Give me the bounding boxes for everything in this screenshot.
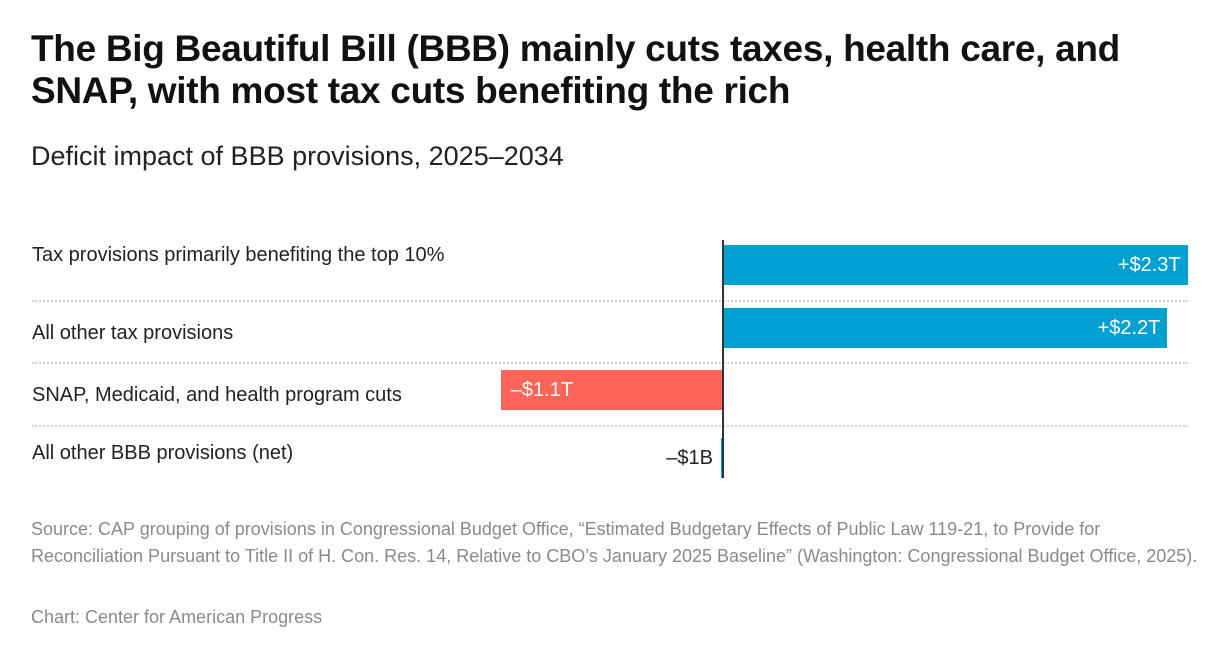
zero-axis xyxy=(722,240,724,478)
data-label: +$2.2T xyxy=(1097,317,1161,339)
row-divider xyxy=(32,425,1188,427)
bar xyxy=(723,308,1168,348)
category-label: All other BBB provisions (net) xyxy=(32,442,294,464)
data-label: –$1.1T xyxy=(510,379,574,401)
bar xyxy=(723,245,1188,285)
source-note: Source: CAP grouping of provisions in Co… xyxy=(31,519,1198,566)
category-label: SNAP, Medicaid, and health program cuts xyxy=(32,384,402,406)
chart-credit: Chart: Center for American Progress xyxy=(31,607,323,627)
bar xyxy=(500,370,723,410)
data-label: +$2.3T xyxy=(1117,254,1181,276)
data-label: –$1B xyxy=(666,447,713,469)
row-divider xyxy=(32,300,1188,302)
chart-title: The Big Beautiful Bill (BBB) mainly cuts… xyxy=(31,28,1120,111)
row-divider xyxy=(32,362,1188,364)
category-label: Tax provisions primarily benefiting the … xyxy=(32,244,445,266)
chart-subtitle: Deficit impact of BBB provisions, 2025–2… xyxy=(31,141,564,171)
category-label: All other tax provisions xyxy=(32,322,234,344)
